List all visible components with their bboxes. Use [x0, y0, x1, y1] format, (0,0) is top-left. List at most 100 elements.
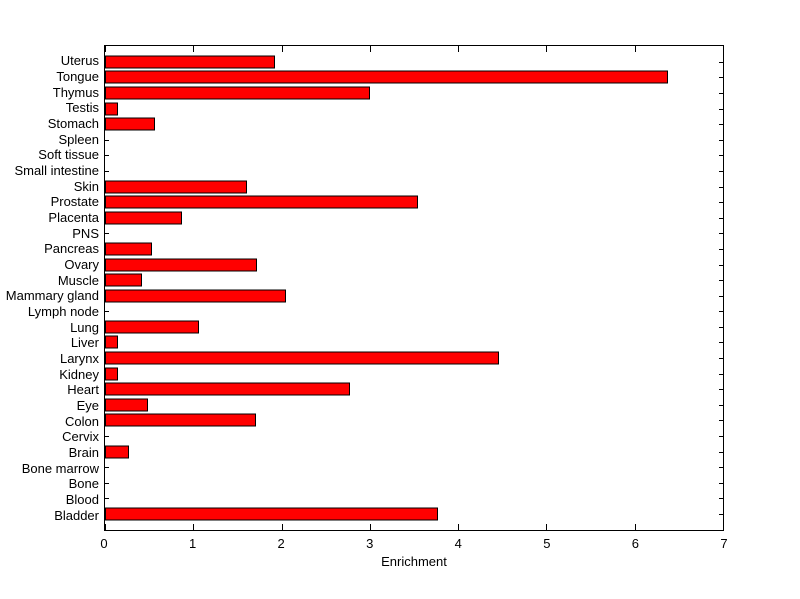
bar-row	[105, 288, 723, 304]
bar-row	[105, 397, 723, 413]
y-axis-tick	[719, 404, 723, 406]
category-label: Spleen	[58, 131, 99, 147]
category-label: Heart	[67, 382, 99, 398]
bar-row	[105, 319, 723, 335]
y-axis-tick	[719, 280, 723, 282]
category-label: Mammary gland	[5, 288, 99, 304]
category-label: Placenta	[48, 210, 99, 226]
bar-row	[105, 491, 723, 507]
category-label: Larynx	[59, 351, 99, 367]
plot-area	[104, 45, 724, 531]
bar-row	[105, 428, 723, 444]
category-label: Kidney	[59, 366, 99, 382]
x-tick-label: 0	[100, 536, 108, 551]
bar-mammary-gland	[105, 289, 286, 303]
y-axis-tick	[719, 342, 723, 344]
x-axis-tick	[193, 524, 195, 530]
category-label: Bone marrow	[21, 460, 99, 476]
bar-tongue	[105, 70, 669, 84]
y-axis-tick	[719, 186, 723, 188]
bar-testis	[105, 102, 119, 116]
y-axis-tick	[719, 139, 723, 141]
y-axis-tick	[719, 170, 723, 172]
bar-row	[105, 335, 723, 351]
x-axis-tick	[369, 46, 371, 52]
bar-row	[105, 366, 723, 382]
bar-placenta	[105, 211, 182, 225]
bar-row	[105, 226, 723, 242]
x-axis-tick	[281, 46, 283, 52]
x-axis-tick	[369, 524, 371, 530]
bar-heart	[105, 382, 351, 396]
bar-row	[105, 163, 723, 179]
bar-thymus	[105, 86, 370, 100]
bar-skin	[105, 180, 248, 194]
bar-row	[105, 444, 723, 460]
y-axis-tick	[719, 373, 723, 375]
category-label: Uterus	[60, 53, 99, 69]
bar-row	[105, 194, 723, 210]
bar-brain	[105, 445, 129, 459]
y-axis-tick	[719, 108, 723, 110]
category-label: PNS	[72, 225, 99, 241]
bar-stomach	[105, 117, 156, 131]
x-tick-label: 4	[454, 536, 462, 551]
y-axis-tick	[719, 326, 723, 328]
x-axis-tick	[281, 524, 283, 530]
bar-lung	[105, 320, 200, 334]
category-label: Lung	[70, 319, 99, 335]
y-axis-tick	[719, 514, 723, 516]
y-axis-tick	[719, 436, 723, 438]
bar-row	[105, 132, 723, 148]
y-axis-tick	[105, 498, 109, 500]
category-label: Liver	[70, 335, 99, 351]
y-axis-tick	[719, 482, 723, 484]
category-label: Pancreas	[44, 241, 99, 257]
category-label: Soft tissue	[38, 147, 99, 163]
y-axis-tick	[719, 155, 723, 157]
x-axis-tick	[546, 46, 548, 52]
category-label: Bone	[68, 476, 99, 492]
category-label: Brain	[68, 445, 99, 461]
bar-row	[105, 350, 723, 366]
y-axis-tick	[105, 311, 109, 313]
x-tick-label: 5	[543, 536, 551, 551]
category-label: Lymph node	[27, 304, 99, 320]
bar-row	[105, 179, 723, 195]
bar-kidney	[105, 367, 119, 381]
bar-eye	[105, 398, 149, 412]
y-axis-tick	[719, 124, 723, 126]
bar-liver	[105, 335, 119, 349]
y-axis-tick	[719, 77, 723, 79]
y-axis-tick	[719, 451, 723, 453]
y-axis-tick	[105, 233, 109, 235]
x-axis-tick	[105, 46, 106, 52]
y-axis-tick	[719, 248, 723, 250]
y-axis-tick	[719, 202, 723, 204]
category-label: Blood	[65, 492, 99, 508]
bar-larynx	[105, 351, 499, 365]
x-axis-title: Enrichment	[381, 554, 447, 569]
category-label: Skin	[73, 178, 99, 194]
bar-bladder	[105, 507, 438, 521]
category-label: Ovary	[64, 257, 99, 273]
category-label: Cervix	[62, 429, 99, 445]
y-axis-tick	[719, 311, 723, 313]
y-axis-tick	[719, 264, 723, 266]
x-axis-tick	[458, 46, 460, 52]
x-axis-tick	[634, 46, 636, 52]
x-tick-label: 1	[188, 536, 197, 551]
x-axis-tick	[193, 46, 195, 52]
y-axis-tick	[719, 295, 723, 297]
y-axis-tick	[719, 420, 723, 422]
bar-prostate	[105, 195, 418, 209]
bar-row	[105, 506, 723, 522]
y-axis-tick	[719, 467, 723, 469]
category-label: Colon	[65, 413, 99, 429]
bar-row	[105, 413, 723, 429]
bar-row	[105, 54, 723, 70]
bar-row	[105, 70, 723, 86]
bar-pancreas	[105, 242, 152, 256]
x-tick-label: 3	[366, 536, 374, 551]
bar-row	[105, 475, 723, 491]
